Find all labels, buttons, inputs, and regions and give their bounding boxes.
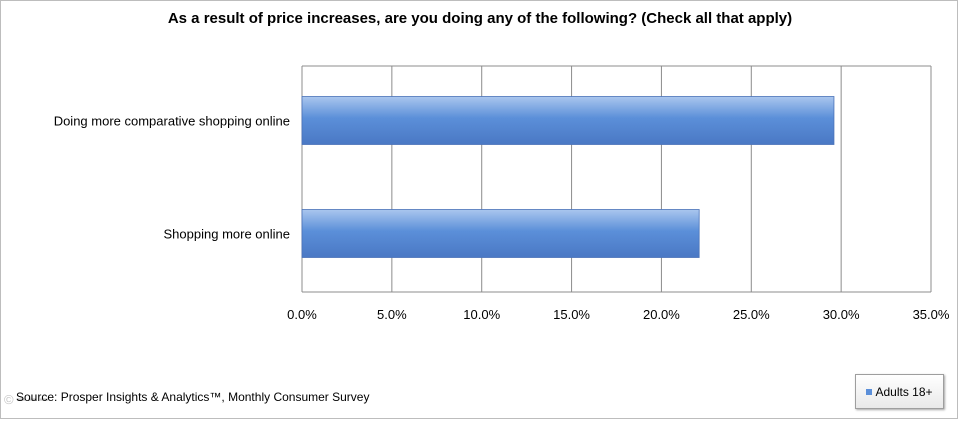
x-tick-label: 25.0% <box>733 307 770 322</box>
x-tick-label: 10.0% <box>463 307 500 322</box>
bar <box>301 209 700 258</box>
bar <box>301 96 835 145</box>
legend-swatch <box>866 388 873 395</box>
watermark: © ━ ━ ━ <box>4 392 48 407</box>
bars <box>301 96 835 258</box>
chart-title: As a result of price increases, are you … <box>167 10 793 27</box>
x-tick-label: 30.0% <box>823 307 860 322</box>
x-tick-label: 35.0% <box>913 307 950 322</box>
x-tick-label: 15.0% <box>553 307 590 322</box>
x-tick-label: 20.0% <box>643 307 680 322</box>
category-label: Shopping more online <box>164 227 290 242</box>
x-tick-labels: 0.0% 5.0% 10.0% 15.0% 20.0% 25.0% 30.0% 35.0% <box>287 307 950 322</box>
legend-label: Adults 18+ <box>875 384 933 399</box>
source-note: Source: Prosper Insights & Analytics™, M… <box>16 390 370 404</box>
category-label: Doing more comparative shopping online <box>54 114 290 129</box>
x-tick-label: 5.0% <box>377 307 407 322</box>
legend: Adults 18+ <box>855 374 944 409</box>
x-tick-label: 0.0% <box>287 307 317 322</box>
category-labels: Doing more comparative shopping online Sh… <box>54 114 290 242</box>
